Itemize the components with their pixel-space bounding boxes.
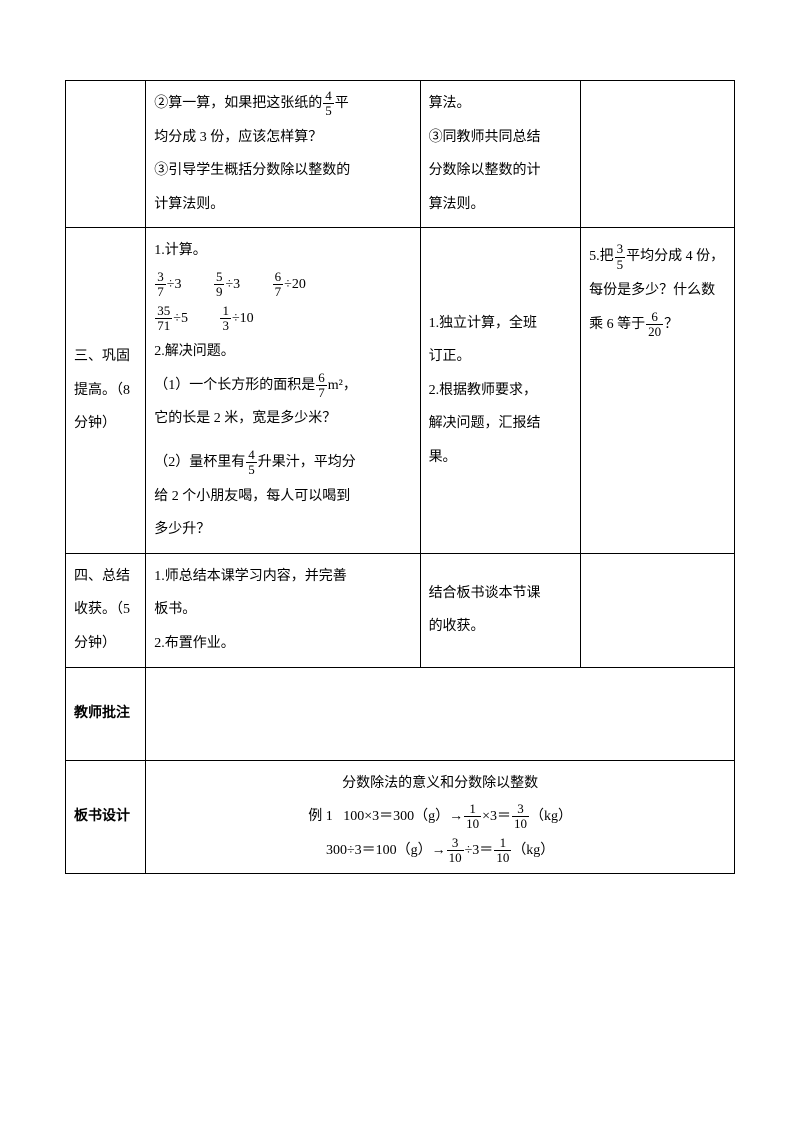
text: ÷5 <box>173 311 188 326</box>
text: 它的长是 2 米，宽是多少米？ <box>154 402 411 436</box>
fraction: 13 <box>220 304 231 334</box>
text: 多少升？ <box>154 513 411 547</box>
text: （2）量杯里有 <box>154 455 245 470</box>
text: 结合板书谈本节课 <box>429 577 573 611</box>
table-row: 教师批注 <box>66 667 735 760</box>
text: ③同教师共同总结 <box>429 121 573 155</box>
text: 乘 6 等于 <box>589 317 645 332</box>
lesson-table: ②算一算，如果把这张纸的45平 均分成 3 份，应该怎样算？ ③引导学生概括分数… <box>65 80 735 874</box>
text: ÷20 <box>284 277 306 292</box>
document-page: ②算一算，如果把这张纸的45平 均分成 3 份，应该怎样算？ ③引导学生概括分数… <box>0 0 800 914</box>
text: 2.解决问题。 <box>154 335 411 369</box>
text: ÷3 <box>225 277 240 292</box>
text: 100×3＝300（g）→ <box>343 809 463 824</box>
text: 果。 <box>429 441 573 475</box>
text: 平均分成 4 份， <box>626 249 724 264</box>
text: 四、总结 <box>74 560 137 594</box>
cell-content: ②算一算，如果把这张纸的45平 均分成 3 份，应该怎样算？ ③引导学生概括分数… <box>146 81 420 228</box>
table-row: 四、总结 收获。（5 分钟） 1.师总结本课学习内容，并完善 板书。 2.布置作… <box>66 553 735 667</box>
text: 板书设计 <box>74 809 130 824</box>
fraction: 67 <box>316 371 327 401</box>
text: 给 2 个小朋友喝，每人可以喝到 <box>154 480 411 514</box>
text: 1.师总结本课学习内容，并完善 <box>154 560 411 594</box>
fraction: 310 <box>447 836 464 866</box>
text: 5.把 <box>589 249 614 264</box>
text: 均分成 3 份，应该怎样算？ <box>154 121 411 155</box>
text: 提高。（8 <box>74 374 137 408</box>
text: ÷3 <box>167 277 182 292</box>
board-title: 分数除法的意义和分数除以整数 <box>154 767 726 801</box>
fraction: 110 <box>494 836 511 866</box>
fraction: 110 <box>464 802 481 832</box>
text: （kg） <box>512 843 554 858</box>
cell-notes <box>581 553 735 667</box>
cell-section: 四、总结 收获。（5 分钟） <box>66 553 146 667</box>
cell-section <box>66 81 146 228</box>
text: 算法则。 <box>429 188 573 222</box>
fraction: 67 <box>273 270 284 300</box>
fraction: 310 <box>512 802 529 832</box>
text: （kg） <box>530 809 572 824</box>
fraction: 35 <box>615 242 626 272</box>
text: 的收获。 <box>429 610 573 644</box>
text: ÷10 <box>232 311 254 326</box>
cell-empty <box>146 667 735 760</box>
fraction: 45 <box>323 89 334 119</box>
table-row: 三、巩固 提高。（8 分钟） 1.计算。 37÷3 59÷3 67÷20 357… <box>66 228 735 553</box>
fraction: 37 <box>155 270 166 300</box>
text: 三、巩固 <box>74 340 137 374</box>
cell-content: 1.师总结本课学习内容，并完善 板书。 2.布置作业。 <box>146 553 420 667</box>
cell-activity: 结合板书谈本节课 的收获。 <box>420 553 581 667</box>
fraction: 45 <box>246 448 257 478</box>
text: 每份是多少？什么数 <box>589 274 726 308</box>
fraction: 59 <box>214 270 225 300</box>
text: ×3＝ <box>482 809 511 824</box>
fraction: 3571 <box>155 304 172 334</box>
table-row: 板书设计 分数除法的意义和分数除以整数 例 1 100×3＝300（g）→110… <box>66 760 735 874</box>
text: 例 1 <box>308 809 333 824</box>
text: ？ <box>664 317 678 332</box>
text: 分数除以整数的计 <box>429 154 573 188</box>
cell-label: 板书设计 <box>66 760 146 874</box>
text: 板书。 <box>154 593 411 627</box>
text: 300÷3＝100（g）→ <box>326 843 446 858</box>
cell-content: 1.计算。 37÷3 59÷3 67÷20 3571÷5 13÷10 2.解决问… <box>146 228 420 553</box>
text: 平 <box>335 96 349 111</box>
table-row: ②算一算，如果把这张纸的45平 均分成 3 份，应该怎样算？ ③引导学生概括分数… <box>66 81 735 228</box>
text: 分钟） <box>74 627 137 661</box>
text: 计算法则。 <box>154 188 411 222</box>
cell-label: 教师批注 <box>66 667 146 760</box>
cell-notes <box>581 81 735 228</box>
cell-activity: 算法。 ③同教师共同总结 分数除以整数的计 算法则。 <box>420 81 581 228</box>
text: ②算一算，如果把这张纸的 <box>154 96 322 111</box>
text: 2.布置作业。 <box>154 627 411 661</box>
text: m²， <box>328 378 357 393</box>
text: 解决问题，汇报结 <box>429 407 573 441</box>
cell-board: 分数除法的意义和分数除以整数 例 1 100×3＝300（g）→110×3＝31… <box>146 760 735 874</box>
cell-section: 三、巩固 提高。（8 分钟） <box>66 228 146 553</box>
cell-notes: 5.把35平均分成 4 份， 每份是多少？什么数 乘 6 等于620？ <box>581 228 735 553</box>
text: 1.计算。 <box>154 234 411 268</box>
text: （1）一个长方形的面积是 <box>154 378 315 393</box>
text: 升果汁，平均分 <box>258 455 356 470</box>
text: ③引导学生概括分数除以整数的 <box>154 154 411 188</box>
text: 订正。 <box>429 340 573 374</box>
text: ÷3＝ <box>465 843 494 858</box>
fraction: 620 <box>646 310 663 340</box>
text: 算法。 <box>429 87 573 121</box>
text: 分钟） <box>74 407 137 441</box>
text: 1.独立计算，全班 <box>429 307 573 341</box>
text: 收获。（5 <box>74 593 137 627</box>
text: 教师批注 <box>74 706 130 721</box>
cell-activity: 1.独立计算，全班 订正。 2.根据教师要求， 解决问题，汇报结 果。 <box>420 228 581 553</box>
text: 2.根据教师要求， <box>429 374 573 408</box>
